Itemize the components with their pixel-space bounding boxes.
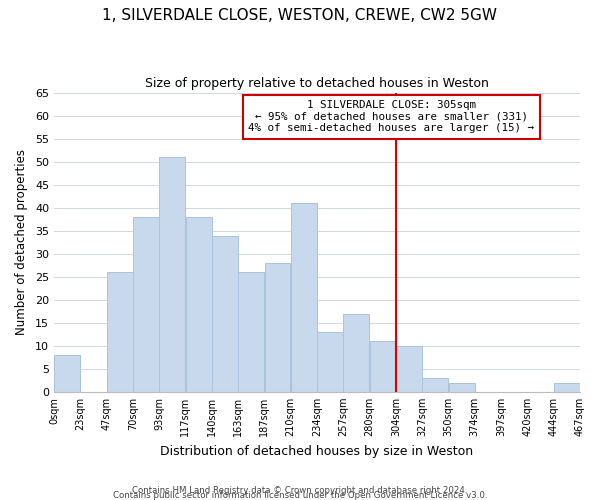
- Bar: [370, 341, 396, 392]
- Text: Contains HM Land Registry data © Crown copyright and database right 2024.: Contains HM Land Registry data © Crown c…: [132, 486, 468, 495]
- Bar: [238, 272, 264, 392]
- Bar: [343, 314, 370, 392]
- Bar: [160, 158, 185, 392]
- Y-axis label: Number of detached properties: Number of detached properties: [15, 150, 28, 336]
- Bar: [54, 355, 80, 392]
- Bar: [107, 272, 133, 392]
- Bar: [317, 332, 343, 392]
- Bar: [449, 382, 475, 392]
- Bar: [554, 382, 580, 392]
- Bar: [396, 346, 422, 392]
- Bar: [212, 236, 238, 392]
- Bar: [133, 217, 159, 392]
- Text: 1, SILVERDALE CLOSE, WESTON, CREWE, CW2 5GW: 1, SILVERDALE CLOSE, WESTON, CREWE, CW2 …: [103, 8, 497, 22]
- Bar: [185, 217, 212, 392]
- Bar: [265, 263, 290, 392]
- Title: Size of property relative to detached houses in Weston: Size of property relative to detached ho…: [145, 78, 489, 90]
- Bar: [422, 378, 448, 392]
- Text: 1 SILVERDALE CLOSE: 305sqm
← 95% of detached houses are smaller (331)
4% of semi: 1 SILVERDALE CLOSE: 305sqm ← 95% of deta…: [248, 100, 535, 133]
- Text: Contains public sector information licensed under the Open Government Licence v3: Contains public sector information licen…: [113, 491, 487, 500]
- X-axis label: Distribution of detached houses by size in Weston: Distribution of detached houses by size …: [160, 444, 473, 458]
- Bar: [291, 204, 317, 392]
